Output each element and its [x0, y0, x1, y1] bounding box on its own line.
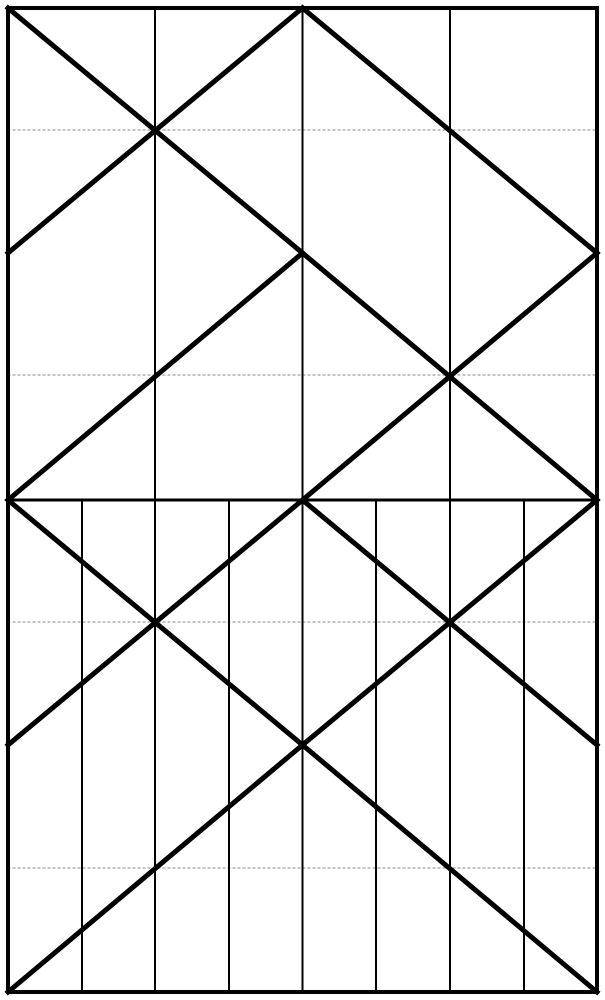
geometric-diagram — [0, 0, 605, 1000]
